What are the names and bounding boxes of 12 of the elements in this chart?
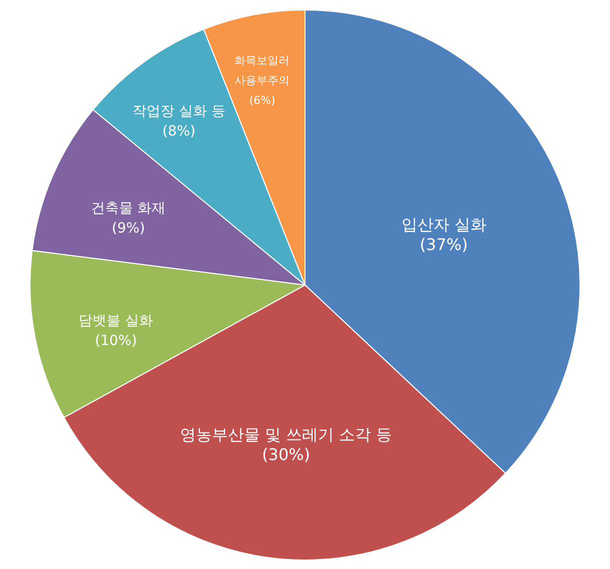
slice-label: 작업장 실화 등 <box>132 103 226 120</box>
slice-label: 화목보일러 사용부주의 <box>234 54 290 87</box>
data-label: (9%) <box>112 220 145 237</box>
slice-label: 담뱃불 실화 <box>78 313 154 330</box>
data-label: (30%) <box>262 445 310 464</box>
data-label: (6%) <box>249 94 276 107</box>
slice-label: 입산자 실화 <box>401 214 486 234</box>
slice-label: 건축물 화재 <box>91 200 166 217</box>
slice-label: 영농부산물 및 쓰레기 소각 등 <box>180 425 392 444</box>
data-label: (37%) <box>420 234 468 254</box>
data-label: (10%) <box>94 333 137 350</box>
data-label: (8%) <box>162 123 196 140</box>
